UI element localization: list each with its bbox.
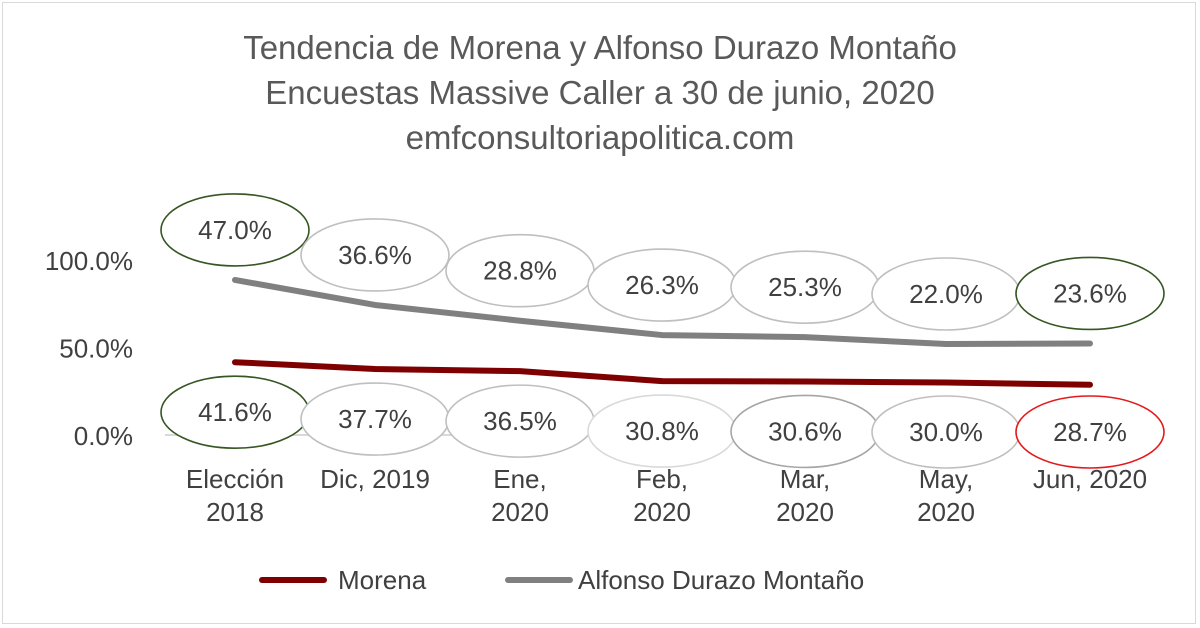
- x-tick-label: Jun, 2020: [1033, 464, 1147, 494]
- data-label: 41.6%: [198, 397, 272, 427]
- data-label: 28.8%: [483, 256, 557, 286]
- data-label: 25.3%: [768, 272, 842, 302]
- x-tick-label: Elección: [186, 464, 284, 494]
- data-label: 47.0%: [198, 215, 272, 245]
- x-tick-label: 2020: [917, 497, 975, 527]
- y-tick-label: 50.0%: [59, 334, 133, 364]
- series-line-0: [232, 359, 1093, 388]
- x-tick-label: Feb,: [636, 464, 688, 494]
- data-label: 30.6%: [768, 416, 842, 446]
- data-label-bubble: [1015, 395, 1165, 469]
- title-line-2: Encuestas Massive Caller a 30 de junio, …: [265, 74, 935, 111]
- data-label: 30.0%: [909, 417, 983, 447]
- x-tick-label: 2018: [206, 497, 264, 527]
- x-tick-label: Ene,: [493, 464, 547, 494]
- data-label-bubble: [300, 218, 450, 292]
- series-line-1: [232, 276, 1093, 347]
- chart-title: Tendencia de Morena y Alfonso Durazo Mon…: [0, 25, 1200, 160]
- data-label: 30.8%: [625, 416, 699, 446]
- x-tick-label: Dic, 2019: [320, 464, 430, 494]
- data-label: 36.5%: [483, 406, 557, 436]
- legend-label: Alfonso Durazo Montaño: [578, 565, 864, 595]
- data-label: 37.7%: [338, 404, 412, 434]
- x-tick-label: May,: [919, 464, 973, 494]
- data-label: 26.3%: [625, 270, 699, 300]
- x-tick-label: 2020: [633, 497, 691, 527]
- data-label: 22.0%: [909, 279, 983, 309]
- x-tick-label: 2020: [491, 497, 549, 527]
- data-label: 28.7%: [1053, 417, 1127, 447]
- data-label-bubble: [160, 193, 310, 267]
- data-label: 23.6%: [1053, 278, 1127, 308]
- y-tick-label: 100.0%: [45, 246, 133, 276]
- legend-label: Morena: [338, 565, 427, 595]
- data-label-bubble: [1015, 256, 1165, 331]
- data-label: 36.6%: [338, 240, 412, 270]
- x-tick-label: Mar,: [780, 464, 831, 494]
- x-tick-label: 2020: [776, 497, 834, 527]
- y-tick-label: 0.0%: [74, 421, 133, 451]
- title-line-3: emfconsultoriapolitica.com: [405, 119, 795, 156]
- title-line-1: Tendencia de Morena y Alfonso Durazo Mon…: [243, 29, 957, 66]
